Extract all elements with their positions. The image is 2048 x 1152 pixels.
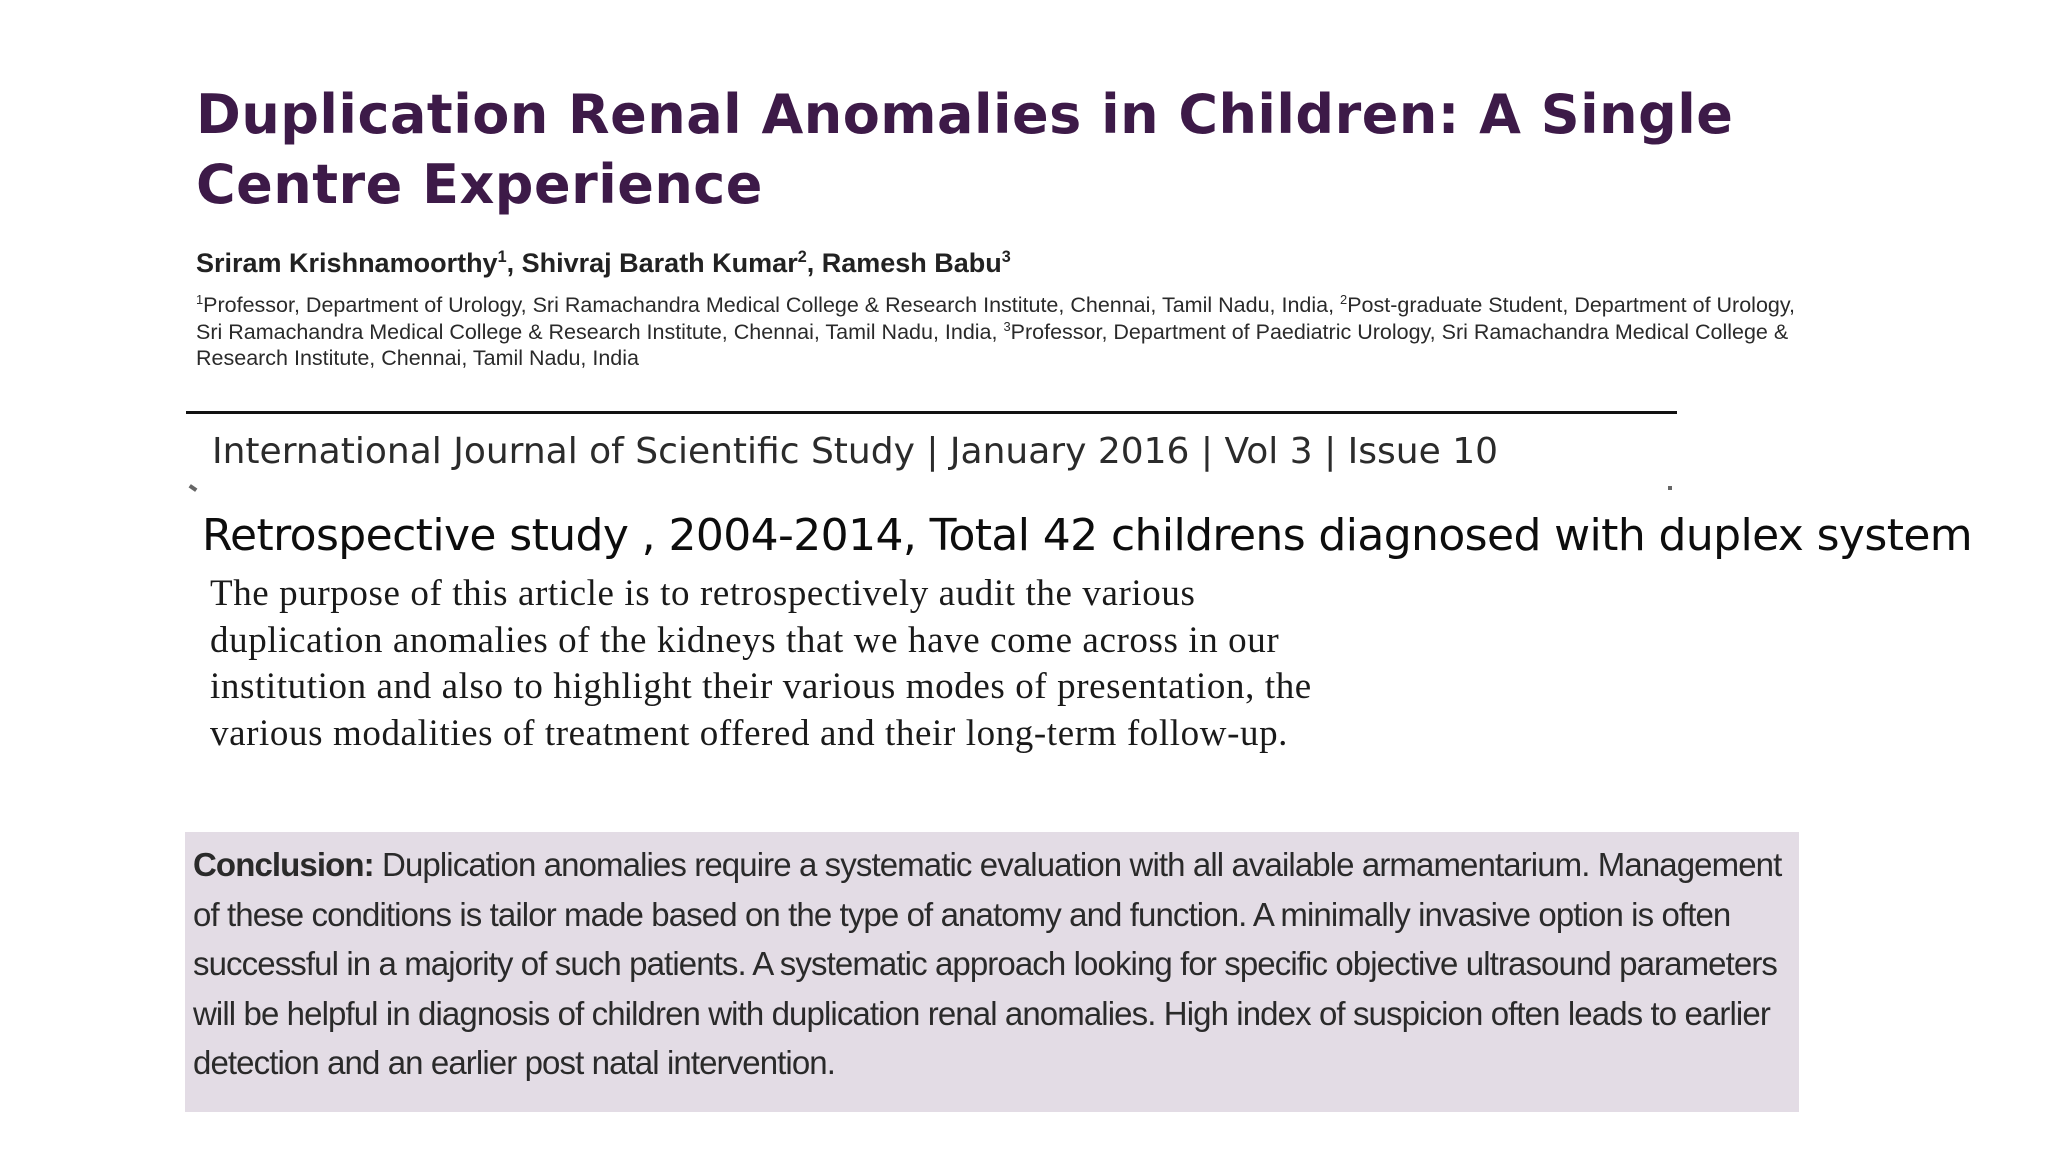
author-separator: , xyxy=(806,248,822,278)
crop-mark xyxy=(188,484,198,492)
author-separator: , xyxy=(506,248,522,278)
author-name: Sriram Krishnamoorthy xyxy=(196,248,498,278)
author-mark: 1 xyxy=(497,248,507,266)
paper-title: Duplication Renal Anomalies in Children:… xyxy=(196,83,1734,216)
crop-mark xyxy=(1668,486,1672,490)
journal-divider xyxy=(186,411,1677,414)
purpose-excerpt: The purpose of this article is to retros… xyxy=(210,573,1312,754)
affiliation-mark: 3 xyxy=(1003,318,1011,334)
author-name: Shivraj Barath Kumar xyxy=(521,248,798,278)
affiliation-text: Post-graduate Student, Department of Uro… xyxy=(196,293,1795,344)
affiliations: 1Professor, Department of Urology, Sri R… xyxy=(196,292,1796,372)
affiliation-text: Professor, Department of Paediatric Urol… xyxy=(196,319,1789,371)
author-mark: 3 xyxy=(1001,248,1011,266)
conclusion-label: Conclusion: xyxy=(193,846,375,883)
study-note: Retrospective study , 2004-2014, Total 4… xyxy=(202,510,1973,561)
conclusion-body: Duplication anomalies require a systemat… xyxy=(193,846,1782,1081)
affiliation-mark: 1 xyxy=(196,291,204,307)
affiliation-text: Professor, Department of Urology, Sri Ra… xyxy=(203,293,1341,317)
conclusion-excerpt: Conclusion: Duplication anomalies requir… xyxy=(193,840,1793,1088)
author-list: Sriram Krishnamoorthy1, Shivraj Barath K… xyxy=(196,246,1011,280)
author-mark: 2 xyxy=(797,248,807,266)
conclusion-panel xyxy=(185,832,1799,1112)
author-name: Ramesh Babu xyxy=(821,248,1002,278)
journal-citation: International Journal of Scientific Stud… xyxy=(212,431,1499,472)
affiliation-mark: 2 xyxy=(1340,291,1348,307)
